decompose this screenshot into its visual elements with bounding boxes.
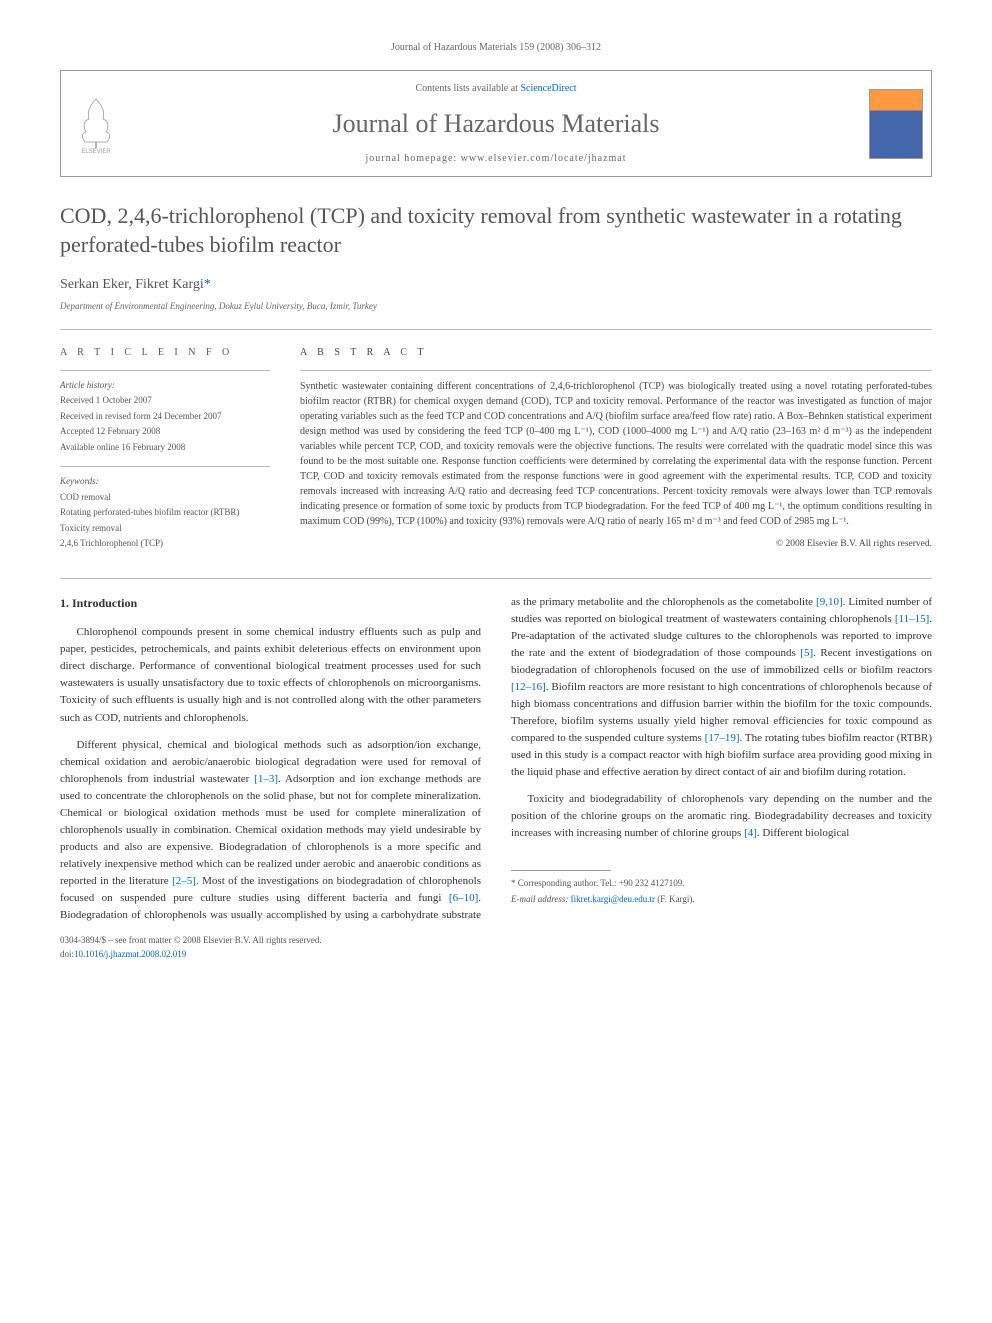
cover-image (869, 89, 923, 159)
front-matter-line: 0304-3894/$ – see front matter © 2008 El… (60, 935, 322, 945)
doi-footer: 0304-3894/$ – see front matter © 2008 El… (60, 934, 932, 961)
abstract-text: Synthetic wastewater containing differen… (300, 379, 932, 529)
email-suffix: (F. Kargi). (655, 894, 695, 904)
body-two-column: 1. Introduction Chlorophenol compounds p… (60, 594, 932, 924)
doi-prefix: doi: (60, 949, 74, 959)
keywords-block: Keywords: COD removal Rotating perforate… (60, 466, 270, 551)
ref-17-19[interactable]: [17–19] (705, 732, 740, 744)
keyword-2: Rotating perforated-tubes biofilm reacto… (60, 506, 270, 520)
authors-line: Serkan Eker, Fikret Kargi* (60, 274, 932, 295)
journal-header-box: ELSEVIER Contents lists available at Sci… (60, 70, 932, 177)
divider-top (60, 329, 932, 330)
p3-b: . Different biological (757, 827, 849, 839)
ref-5[interactable]: [5] (800, 647, 813, 659)
footer-block: * Corresponding author. Tel.: +90 232 41… (511, 862, 932, 907)
affiliation: Department of Environmental Engineering,… (60, 300, 932, 314)
ref-4[interactable]: [4] (744, 827, 757, 839)
abstract-heading: A B S T R A C T (300, 345, 932, 360)
sciencedirect-link[interactable]: ScienceDirect (520, 83, 576, 94)
svg-text:ELSEVIER: ELSEVIER (81, 149, 111, 154)
ref-12-16[interactable]: [12–16] (511, 681, 546, 693)
keywords-label: Keywords: (60, 475, 270, 489)
elsevier-tree-icon: ELSEVIER (71, 94, 121, 154)
author-2: Fikret Kargi (135, 277, 204, 292)
kw-divider (60, 466, 270, 467)
history-accepted: Accepted 12 February 2008 (60, 425, 270, 439)
journal-cover-thumb (861, 71, 931, 176)
author-1: Serkan Eker, (60, 277, 135, 292)
doi-link[interactable]: 10.1016/j.jhazmat.2008.02.019 (74, 949, 186, 959)
article-title: COD, 2,4,6-trichlorophenol (TCP) and tox… (60, 202, 932, 259)
article-info-heading: A R T I C L E I N F O (60, 345, 270, 360)
divider-bottom (60, 578, 932, 579)
header-citation: Journal of Hazardous Materials 159 (2008… (60, 40, 932, 55)
p3-a: Toxicity and biodegradability of chlorop… (511, 793, 932, 839)
journal-title: Journal of Hazardous Materials (131, 104, 861, 143)
history-online: Available online 16 February 2008 (60, 441, 270, 455)
journal-homepage: journal homepage: www.elsevier.com/locat… (131, 151, 861, 166)
contents-available-line: Contents lists available at ScienceDirec… (131, 81, 861, 96)
abstract-column: A B S T R A C T Synthetic wastewater con… (300, 345, 932, 553)
article-info-column: A R T I C L E I N F O Article history: R… (60, 345, 270, 553)
section-1-heading: 1. Introduction (60, 594, 481, 613)
ref-6-10[interactable]: [6–10] (449, 892, 478, 904)
p2-b: . Adsorption and ion exchange methods ar… (60, 773, 481, 887)
ref-1-3[interactable]: [1–3] (254, 773, 278, 785)
email-label: E-mail address: (511, 894, 571, 904)
keyword-1: COD removal (60, 491, 270, 505)
ref-2-5[interactable]: [2–5] (172, 875, 196, 887)
publisher-logo: ELSEVIER (61, 71, 131, 176)
footer-separator (511, 870, 611, 871)
body-section: 1. Introduction Chlorophenol compounds p… (60, 594, 932, 924)
journal-header-center: Contents lists available at ScienceDirec… (131, 71, 861, 176)
intro-para-3: Toxicity and biodegradability of chlorop… (511, 791, 932, 842)
ref-11-15[interactable]: [11–15] (895, 613, 929, 625)
info-divider (60, 370, 270, 371)
corresponding-marker: * (204, 277, 211, 292)
history-revised: Received in revised form 24 December 200… (60, 410, 270, 424)
contents-prefix: Contents lists available at (415, 83, 520, 94)
ref-9-10[interactable]: [9,10] (816, 596, 843, 608)
corresponding-author-note: * Corresponding author. Tel.: +90 232 41… (511, 877, 932, 891)
keyword-3: Toxicity removal (60, 522, 270, 536)
keyword-4: 2,4,6 Trichlorophenol (TCP) (60, 537, 270, 551)
abstract-divider (300, 370, 932, 371)
email-line: E-mail address: fikret.kargi@deu.edu.tr … (511, 893, 932, 907)
meta-abstract-row: A R T I C L E I N F O Article history: R… (60, 345, 932, 553)
intro-para-1: Chlorophenol compounds present in some c… (60, 624, 481, 726)
history-received: Received 1 October 2007 (60, 394, 270, 408)
abstract-copyright: © 2008 Elsevier B.V. All rights reserved… (300, 537, 932, 551)
email-link[interactable]: fikret.kargi@deu.edu.tr (571, 894, 655, 904)
history-label: Article history: (60, 379, 270, 393)
